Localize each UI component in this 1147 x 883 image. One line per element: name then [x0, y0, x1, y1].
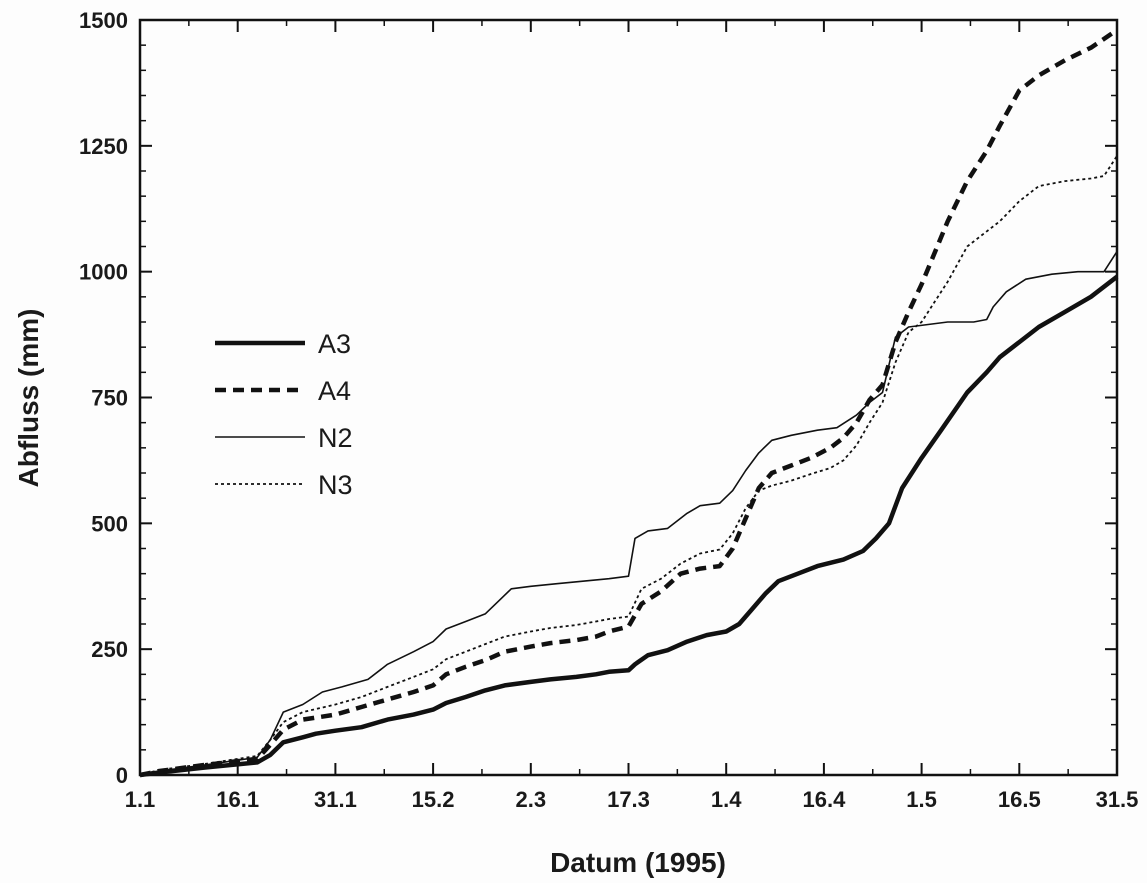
series-line-n2 [139, 251, 1118, 776]
y-tick-label: 1250 [79, 134, 128, 159]
x-tick-label: 16.1 [216, 787, 259, 812]
y-tick-label: 750 [91, 386, 128, 411]
x-tick-label: 31.1 [314, 787, 357, 812]
x-axis-title: Datum (1995) [550, 847, 726, 878]
x-tick-label: 1.5 [906, 787, 937, 812]
x-tick-label: 17.3 [607, 787, 650, 812]
x-tick-label: 16.4 [802, 787, 846, 812]
x-tick-label: 1.1 [125, 787, 156, 812]
x-axis-ticks: 1.1 16.1 31.1 15.2 2.3 17.3 1.4 16.4 1.5 16.5 31.5 [125, 20, 1139, 812]
y-tick-label: 500 [91, 511, 128, 536]
y-tick-label: 1000 [79, 260, 128, 285]
legend-label-a4: A4 [318, 376, 351, 406]
x-tick-label: 16.5 [998, 787, 1041, 812]
legend-label-a3: A3 [318, 329, 351, 359]
x-tick-label: 1.4 [711, 787, 742, 812]
x-tick-label: 15.2 [412, 787, 455, 812]
series-line-a3 [139, 274, 1119, 778]
legend-label-n2: N2 [318, 423, 353, 453]
y-tick-label: 250 [91, 637, 128, 662]
series-layer [139, 28, 1119, 778]
x-tick-label: 31.5 [1096, 787, 1139, 812]
y-axis-ticks: 0 250 500 750 1000 1250 1500 [79, 8, 1117, 788]
series-line-a4 [139, 28, 1119, 778]
y-axis-title: Abfluss (mm) [13, 309, 44, 488]
y-tick-label: 1500 [79, 8, 128, 33]
series-line-n3 [139, 155, 1118, 776]
x-tick-label: 2.3 [516, 787, 547, 812]
y-tick-label: 0 [116, 763, 128, 788]
plot-frame [138, 18, 1119, 777]
legend-label-n3: N3 [318, 470, 353, 500]
legend: A3 A4 N2 N3 [215, 329, 353, 500]
